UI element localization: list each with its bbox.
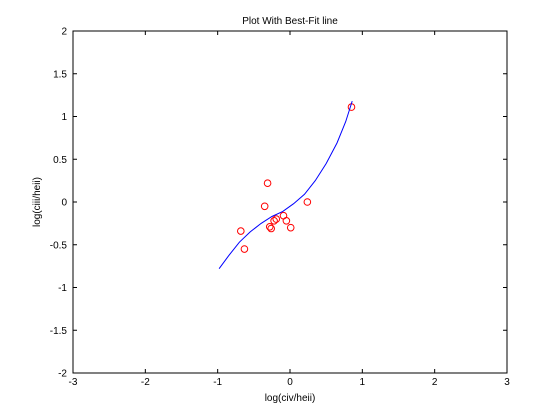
best-fit-line <box>218 100 353 269</box>
x-axis-ticks: -3 -2 -1 0 1 2 3 <box>69 31 510 388</box>
y-tick-label: -1 <box>58 283 67 294</box>
data-point <box>260 202 269 211</box>
y-tick-label: -0.5 <box>50 240 68 251</box>
data-point <box>270 217 278 225</box>
y-tick-label: 1 <box>61 112 67 123</box>
y-axis-ticks: -2 -1.5 -1 -0.5 0 0.5 1 1.5 2 <box>50 27 507 380</box>
x-tick-label: 1 <box>360 377 366 388</box>
data-point <box>267 224 275 233</box>
y-tick-label: -1.5 <box>50 326 68 337</box>
data-point <box>286 223 295 232</box>
x-tick-label: -2 <box>141 377 150 388</box>
x-tick-label: 0 <box>287 377 293 388</box>
x-tick-label: 2 <box>432 377 438 388</box>
y-axis-label: log(ciii/heii) <box>32 177 43 227</box>
axes <box>72 30 508 374</box>
data-point <box>265 222 274 231</box>
data-point <box>272 215 281 223</box>
data-point <box>282 217 291 225</box>
y-tick-label: 0 <box>61 198 67 209</box>
x-tick-label: 3 <box>504 377 510 388</box>
data-point <box>303 198 312 206</box>
plot-frame <box>72 30 508 374</box>
x-tick-label: -1 <box>213 377 222 388</box>
y-tick-label: 0.5 <box>53 155 67 166</box>
data-point <box>240 245 249 253</box>
y-tick-label: 2 <box>61 27 67 38</box>
x-tick-label: -3 <box>69 377 78 388</box>
data-point <box>237 227 245 235</box>
data-point <box>263 179 272 187</box>
y-tick-label: -2 <box>58 369 67 380</box>
y-tick-label: 1.5 <box>53 69 67 80</box>
chart-title: Plot With Best-Fit line <box>242 16 338 27</box>
x-axis-label: log(civ/heii) <box>265 393 316 404</box>
data-series <box>218 100 356 269</box>
